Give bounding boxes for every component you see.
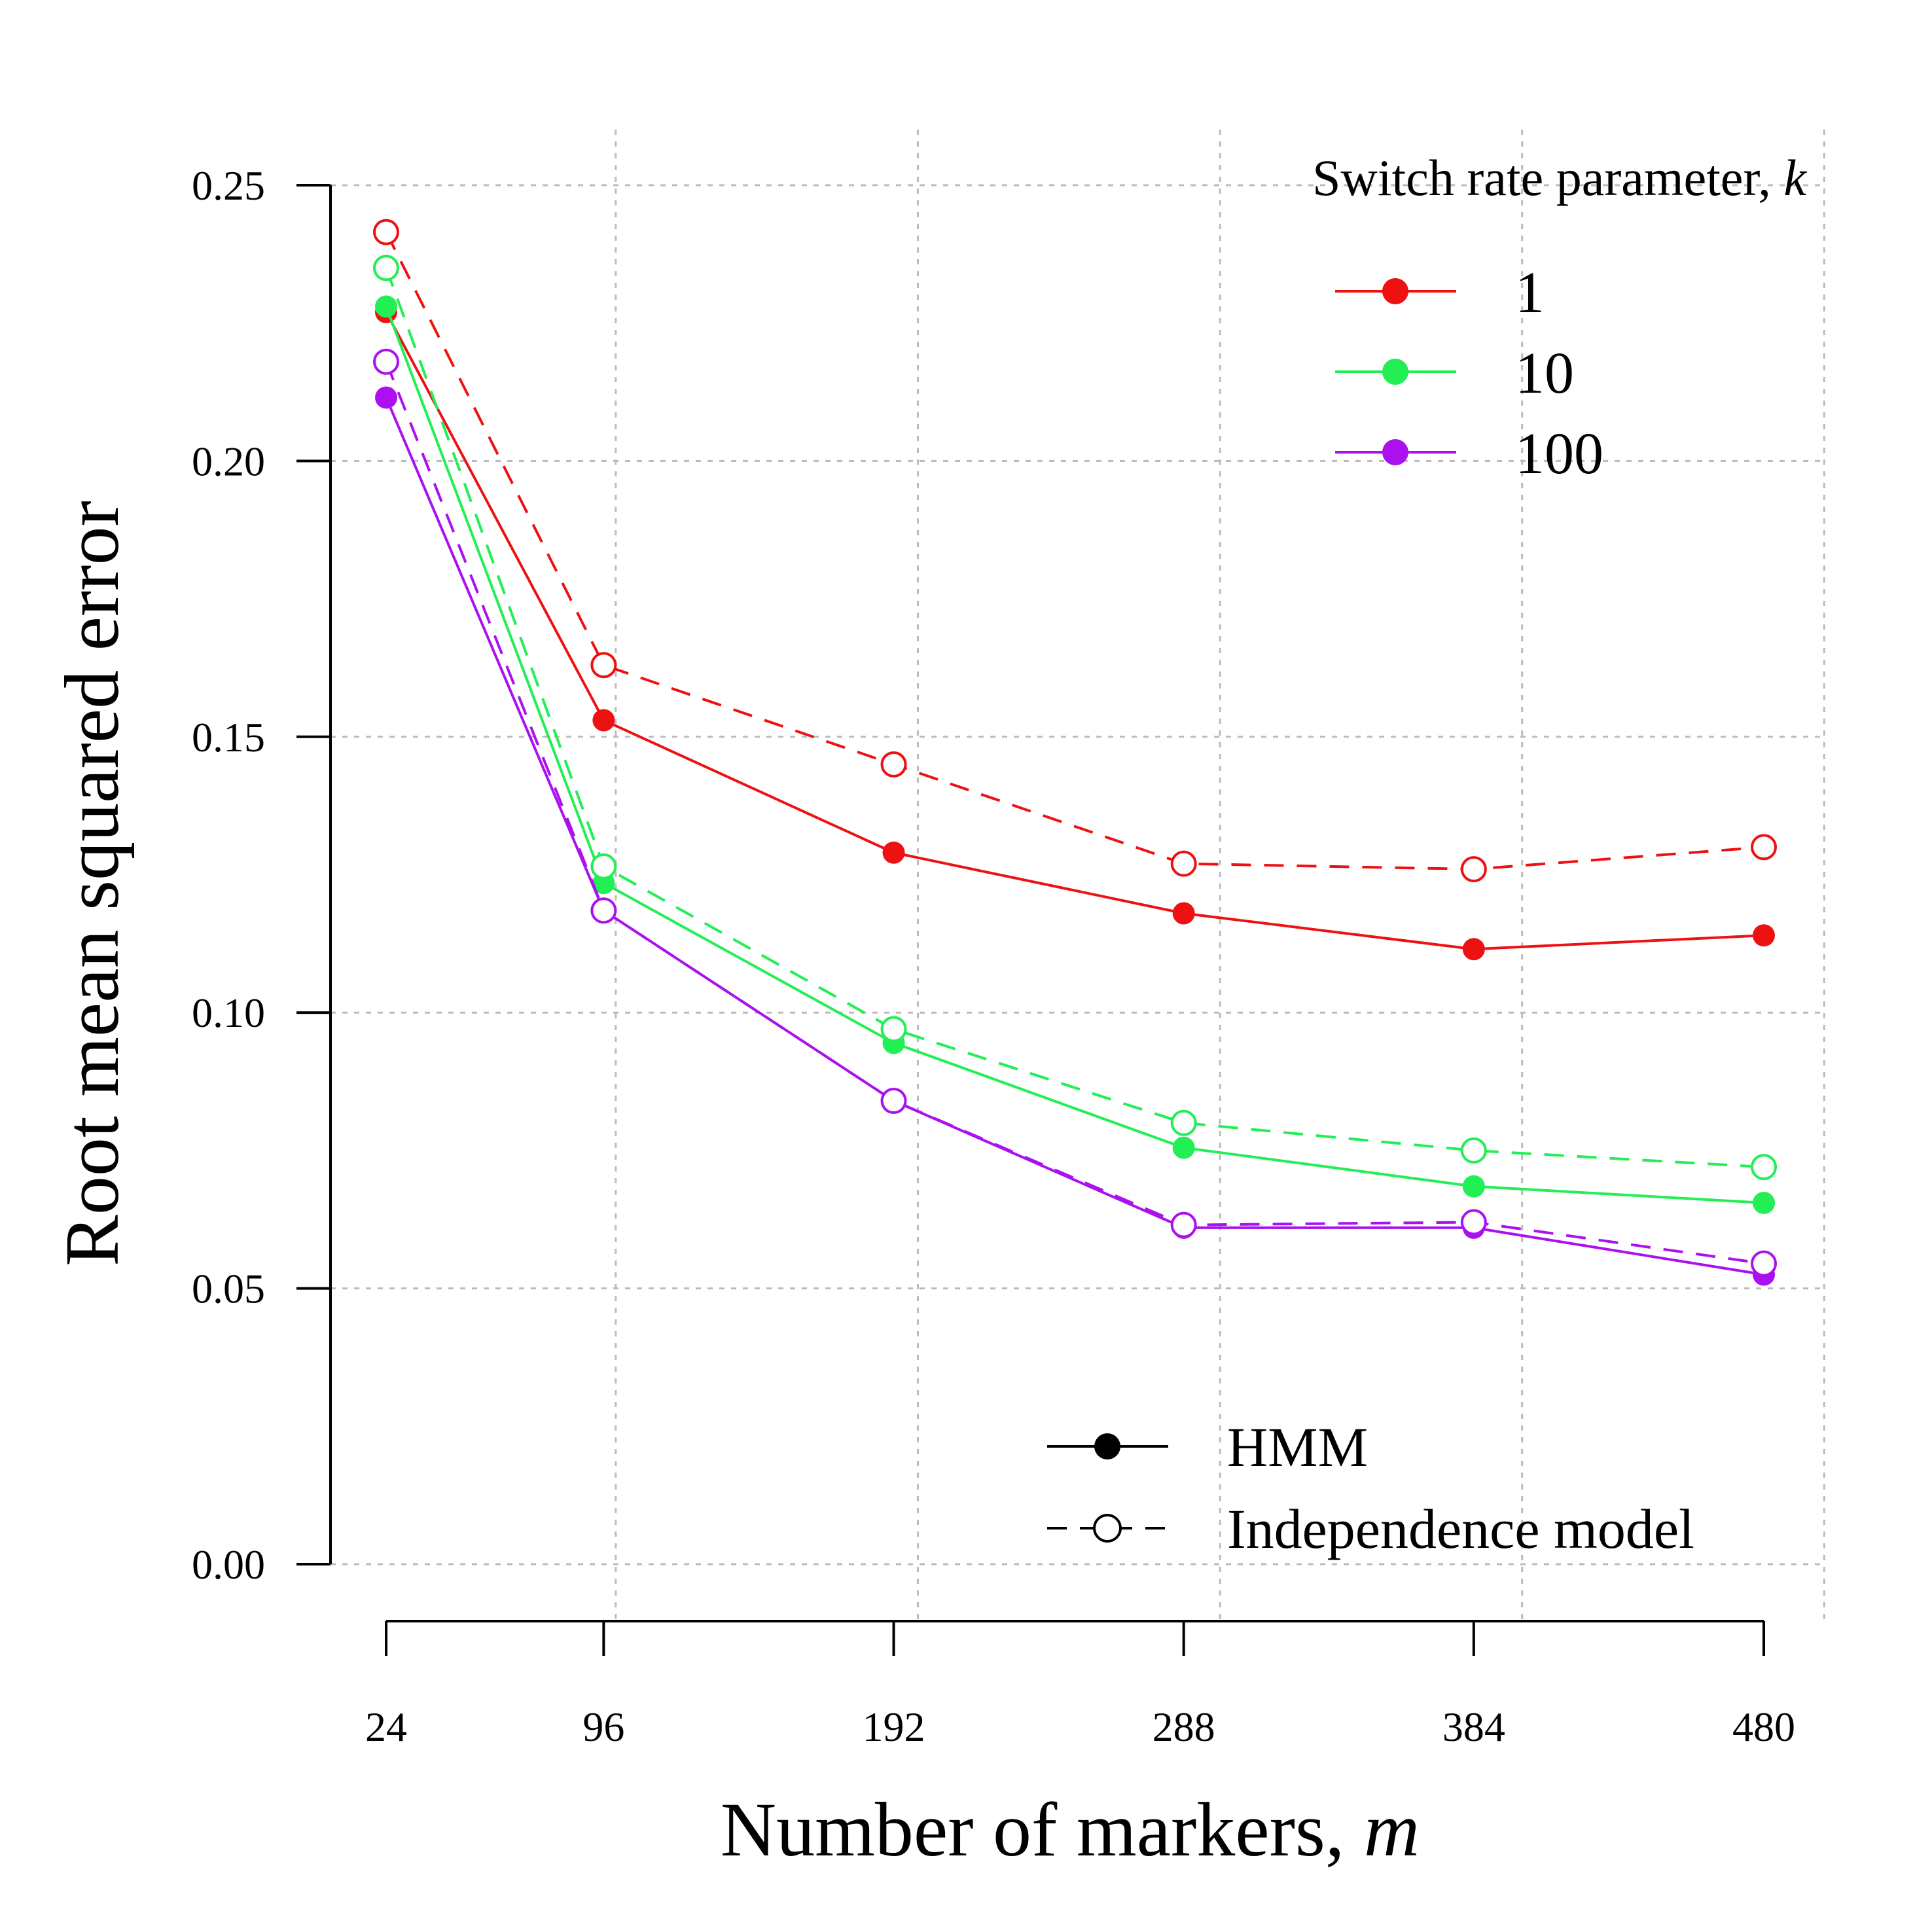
x-tick-label: 288 xyxy=(1153,1704,1215,1750)
legend-model-label: HMM xyxy=(1227,1416,1368,1478)
data-point-k10-independence xyxy=(590,853,617,880)
series-line-k1-hmm xyxy=(385,311,1764,951)
data-point-k100-independence xyxy=(880,1088,907,1115)
series-k10-hmm xyxy=(375,295,1775,1214)
x-tick-label: 24 xyxy=(365,1704,407,1750)
y-tick-label: 0.10 xyxy=(192,990,265,1036)
legend-k-marker xyxy=(1382,359,1408,385)
x-tick-label: 384 xyxy=(1442,1704,1505,1750)
legend-model-label: Independence model xyxy=(1227,1497,1694,1560)
x-tick-label: 480 xyxy=(1732,1704,1795,1750)
data-point-k1-independence xyxy=(590,652,617,679)
data-point-k10-independence xyxy=(373,255,399,281)
data-point-k1-hmm xyxy=(1462,938,1485,961)
y-tick-label: 0.05 xyxy=(192,1266,265,1312)
legend-title: Switch rate parameter, k xyxy=(1312,149,1807,206)
data-point-k10-independence xyxy=(1460,1137,1487,1164)
y-tick-label: 0.15 xyxy=(192,714,265,760)
series-line-k10-independence xyxy=(385,267,1764,1169)
data-point-k100-independence xyxy=(373,348,399,375)
legend-model-marker xyxy=(1094,1433,1120,1459)
data-point-k1-hmm xyxy=(592,709,615,732)
data-point-k1-hmm xyxy=(882,841,905,864)
data-point-k100-independence xyxy=(590,897,617,924)
x-tick-label: 192 xyxy=(863,1704,925,1750)
y-tick-label: 0.00 xyxy=(192,1541,265,1588)
data-point-k10-hmm xyxy=(1753,1191,1775,1214)
data-point-k1-hmm xyxy=(1753,924,1775,947)
series-k10-independence xyxy=(373,255,1777,1181)
y-tick-label: 0.20 xyxy=(192,438,265,484)
series-line-k100-independence xyxy=(385,361,1764,1265)
data-point-k1-independence xyxy=(880,751,907,778)
series-k1-hmm xyxy=(375,300,1775,961)
data-point-k100-hmm xyxy=(375,386,397,409)
data-point-k10-independence xyxy=(1170,1109,1197,1136)
data-point-k100-independence xyxy=(1170,1211,1197,1238)
axes: 0.00 0.05 0.10 0.15 0.20 0.25 24 96 192 288 384 480 xyxy=(192,162,1795,1750)
legend-model-marker xyxy=(1093,1514,1122,1543)
model-legend: HMM Independence model xyxy=(1047,1416,1694,1560)
legend-k-label: 10 xyxy=(1515,341,1574,406)
legend-k-label: 1 xyxy=(1515,260,1545,325)
data-point-k10-independence xyxy=(1751,1154,1777,1181)
data-point-k1-independence xyxy=(1460,856,1487,883)
data-point-k1-hmm xyxy=(1172,902,1195,925)
data-point-k100-independence xyxy=(1751,1250,1777,1277)
series-k1-independence xyxy=(373,219,1777,883)
series-line-k1-independence xyxy=(385,231,1764,871)
x-tick-label: 96 xyxy=(582,1704,624,1750)
data-point-k10-hmm xyxy=(1462,1175,1485,1198)
grid-lines xyxy=(331,130,1826,1620)
legend-k-marker xyxy=(1382,278,1408,304)
data-point-k100-independence xyxy=(1460,1209,1487,1236)
legend-k-label: 100 xyxy=(1515,421,1603,486)
data-point-k10-independence xyxy=(880,1016,907,1043)
data-point-k1-independence xyxy=(1751,834,1777,861)
data-series xyxy=(373,219,1777,1286)
legend-k-marker xyxy=(1382,439,1408,465)
data-point-k10-hmm xyxy=(375,295,397,318)
y-axis-title: Root mean squared error xyxy=(49,501,135,1266)
data-point-k1-independence xyxy=(373,219,399,245)
series-k100-independence xyxy=(373,348,1777,1277)
y-tick-label: 0.25 xyxy=(192,162,265,209)
x-axis-title: Number of markers, m xyxy=(721,1787,1420,1872)
data-point-k1-independence xyxy=(1170,850,1197,877)
k-legend: 1 10 100 xyxy=(1335,260,1603,486)
series-line-k10-hmm xyxy=(385,306,1764,1204)
data-point-k10-hmm xyxy=(1172,1136,1195,1159)
